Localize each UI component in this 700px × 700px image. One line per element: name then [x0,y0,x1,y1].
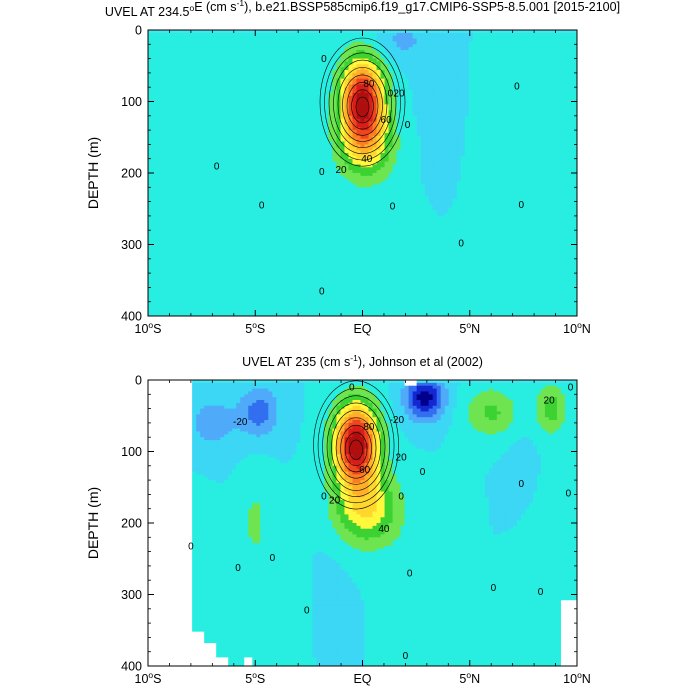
y-axis-title: DEPTH (m) [85,487,101,559]
contour-label: 20 [335,165,347,176]
y-tick-label: 200 [121,167,142,181]
contour-ring [326,402,386,491]
y-tick-label: 100 [121,95,142,109]
contour-lines [319,37,406,167]
y-tick-label: 100 [121,445,142,459]
contour-label: 0 [319,286,325,297]
contour-ring [328,52,397,155]
contour-label: 0 [235,563,241,574]
contour-label: 80 [363,79,375,90]
contour-label: 0 [349,383,355,394]
y-tick-label: 300 [121,588,142,602]
contour-ring [335,417,377,479]
contour-label: 0 [407,569,413,580]
x-tick-label: 5oN [459,320,480,336]
contour-label: 40 [378,524,390,535]
contour-label: 0 [491,583,497,594]
contour-label: 0 [518,200,524,211]
contour-label: 0 [518,479,524,490]
contour-label: 20 [393,88,405,99]
contour-ring [319,37,406,167]
panel-title: UVEL AT 234.5oE (cm s-1), b.e21.BSSP585c… [105,0,620,19]
y-tick-label: 400 [121,310,142,324]
x-tick-label: 5oS [245,320,265,336]
contour-label: 0 [321,54,327,65]
contour-ring [324,45,401,161]
contour-label: 0 [270,553,276,564]
contour-ring [340,424,372,473]
contour-label: 0 [514,81,520,92]
contour-lines [313,380,399,510]
panel-1: UVEL AT 234.5oE (cm s-1), b.e21.BSSP585c… [85,0,620,336]
contour-ring [313,380,399,510]
contour-ring [342,74,383,136]
x-tick-label: 10oS [135,320,162,336]
y-axis-title: DEPTH (m) [85,137,101,209]
contour-label: 0 [566,488,572,499]
y-tick-label: 0 [135,374,142,388]
contour-ring [344,432,368,467]
contour-ring [346,81,379,130]
velocity-field [148,30,577,316]
y-tick-label: 400 [121,660,142,674]
y-tick-label: 200 [121,517,142,531]
contour-label: 0 [188,541,194,552]
contour-label: 0 [538,587,544,598]
contour-label: 0 [214,161,220,172]
contour-label: 0 [390,201,396,212]
contour-label: 60 [381,115,393,126]
contour-ring [337,67,388,142]
contour-ring [317,387,395,504]
contour-ring [349,439,363,460]
y-tick-label: 0 [135,24,142,38]
x-tick-label: 5oN [459,670,480,686]
x-tick-label: 10oS [135,670,162,686]
contour-ring [351,89,374,124]
contour-label: 40 [361,154,373,165]
contour-label: 20 [396,453,408,464]
contour-label: 0 [321,491,327,502]
x-tick-label: 10oN [563,320,591,336]
contour-label: 0 [319,167,325,178]
contour-label: 20 [329,496,341,507]
contour-label: 20 [544,396,556,407]
contour-label: 0 [405,120,411,131]
contour-label: 0 [420,467,426,478]
x-tick-label: 5oS [245,670,265,686]
contour-label: 0 [304,606,310,617]
x-tick-label: EQ [353,672,371,686]
contour-label: -20 [390,415,405,426]
contour-label: 0 [259,201,265,212]
x-tick-label: 10oN [563,670,591,686]
contour-label: 60 [359,465,371,476]
contour-label: -20 [233,417,248,428]
panel-title: UVEL AT 235 (cm s-1), Johnson et al (200… [242,353,483,369]
y-tick-label: 300 [121,238,142,252]
panel-2: UVEL AT 235 (cm s-1), Johnson et al (200… [85,353,591,686]
contour-ring [333,59,392,149]
contour-ring [355,96,370,117]
contour-label: 0 [568,383,574,394]
contour-label: 80 [363,422,375,433]
contour-label: 0 [458,239,464,250]
contour-label: 0 [398,491,404,502]
contour-ring [322,395,390,497]
contour-label: 0 [388,88,394,99]
contour-ring [331,410,381,485]
contour-label: 0 [403,651,409,662]
x-tick-label: EQ [353,322,371,336]
velocity-field [148,380,577,666]
